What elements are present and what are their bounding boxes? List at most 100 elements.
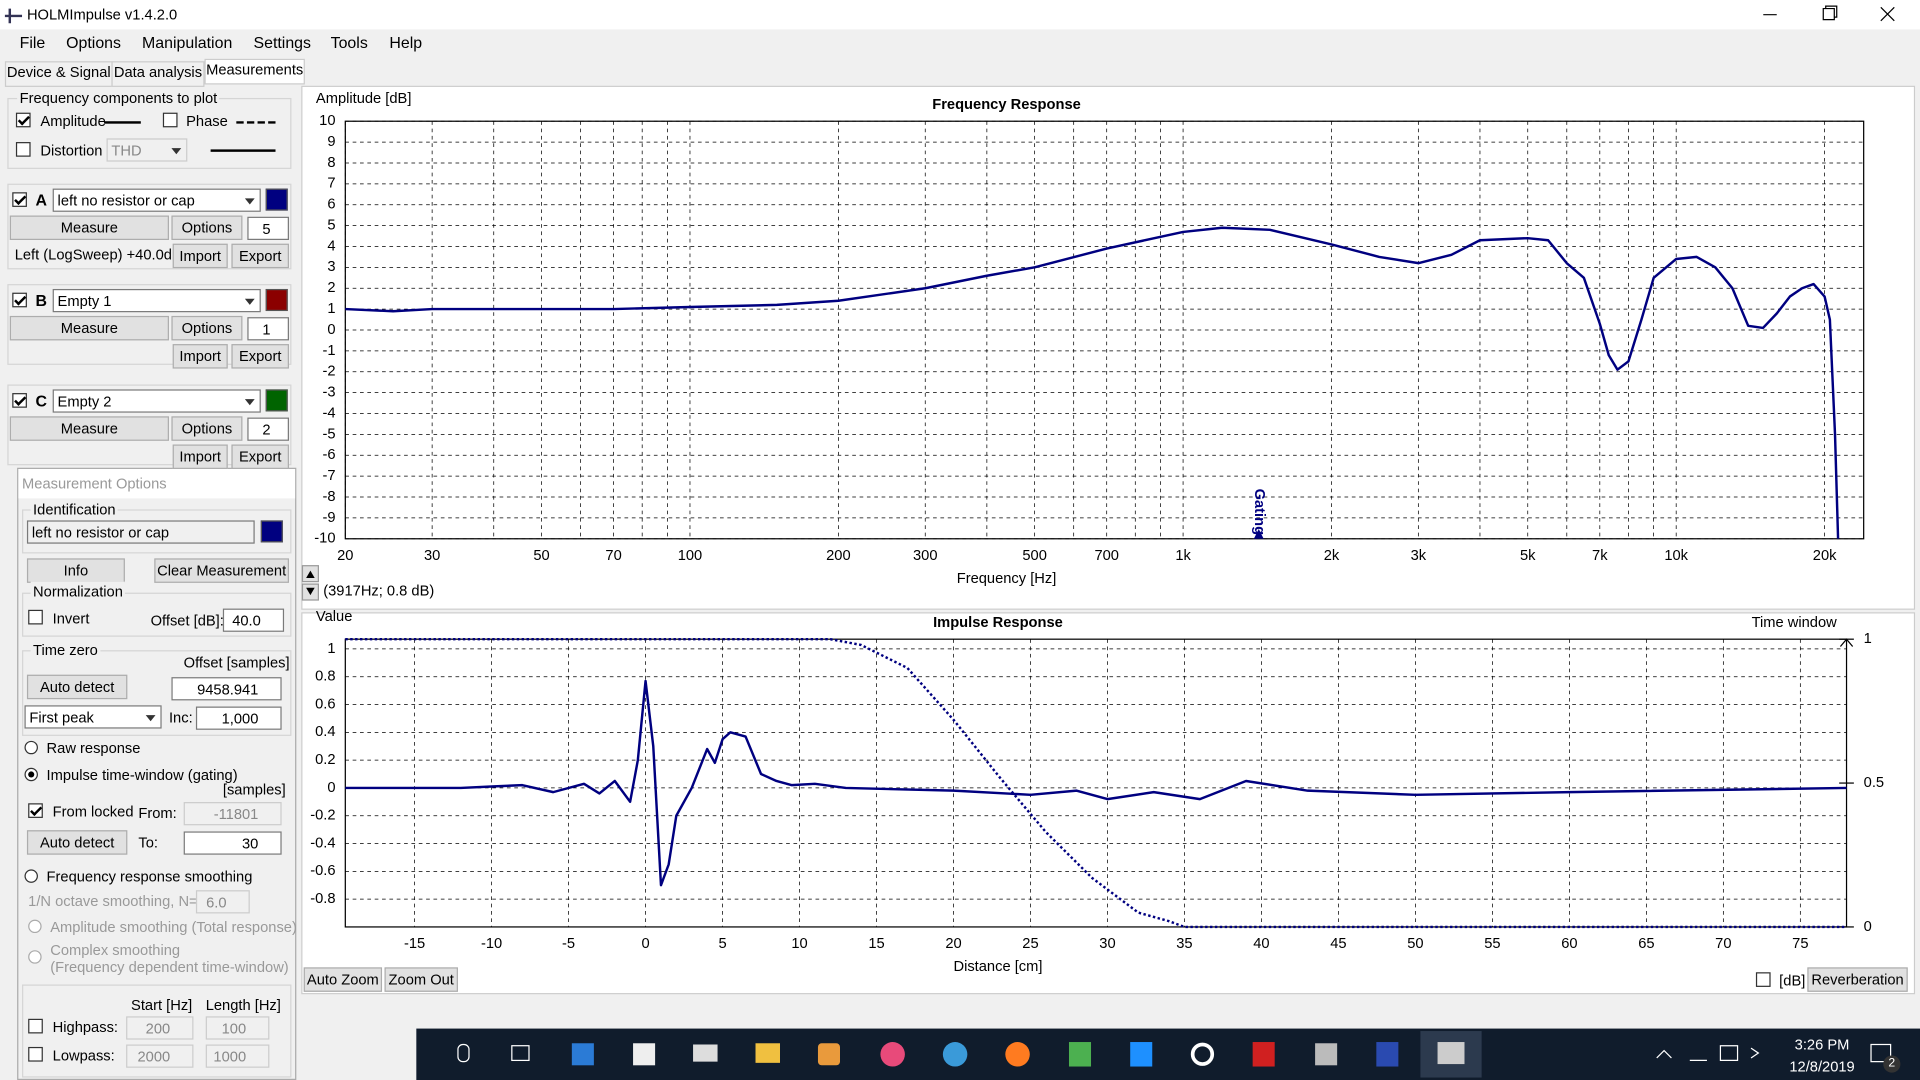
menu-item[interactable]: Help [389, 33, 423, 52]
x-tick-label: 500 [1022, 548, 1047, 564]
y2-tick-label: 0 [1864, 919, 1872, 935]
number-field[interactable]: 100 [205, 1016, 270, 1040]
annotation-marker [1253, 528, 1264, 539]
button[interactable]: Options [171, 315, 243, 341]
checkbox[interactable] [15, 142, 31, 157]
number-field[interactable]: 2 [247, 417, 289, 441]
button[interactable]: Auto Zoom [303, 967, 383, 992]
x-tick-label: 70 [1715, 936, 1731, 952]
dropdown[interactable]: THD [106, 138, 188, 162]
tab[interactable]: Data analysis [111, 61, 205, 87]
button[interactable]: Export [231, 243, 289, 269]
number-field[interactable]: 30 [183, 831, 282, 855]
button[interactable]: Options [171, 416, 243, 441]
button[interactable]: Auto detect [26, 830, 128, 855]
checkbox[interactable] [1755, 972, 1771, 987]
taskbar-icons[interactable] [416, 1029, 1920, 1080]
button[interactable]: Measure [9, 416, 169, 441]
menu-item[interactable]: Settings [253, 33, 312, 52]
menu-item[interactable]: Tools [330, 33, 368, 52]
channel-info: Left (LogSweep) +40.0dB [14, 246, 182, 264]
tab[interactable]: Device & Signal [4, 61, 113, 87]
tab[interactable]: Measurements [204, 58, 305, 85]
button[interactable]: Measure [9, 215, 169, 241]
menu-item[interactable]: File [19, 33, 46, 52]
number-field[interactable]: -11801 [183, 802, 282, 826]
button[interactable]: Export [231, 344, 289, 369]
button[interactable]: Measure [9, 315, 169, 341]
label: 1/N octave smoothing, N= [28, 892, 198, 910]
radio[interactable] [24, 869, 38, 883]
dropdown[interactable]: Empty 1 [52, 288, 261, 313]
label: Amplitude [40, 112, 106, 130]
series-line [345, 637, 1847, 929]
notification-badge[interactable]: 2 [1883, 1055, 1901, 1073]
button[interactable]: Info [26, 558, 125, 583]
window-title: HOLMImpulse v1.4.2.0 [26, 6, 178, 24]
checkbox[interactable] [28, 1046, 43, 1062]
menu-item[interactable]: Options [66, 33, 121, 52]
dropdown[interactable]: Empty 2 [52, 389, 261, 413]
button[interactable]: Import [172, 444, 228, 469]
x-tick-label: 200 [826, 548, 851, 564]
color-swatch[interactable] [265, 389, 288, 412]
button[interactable]: Options [171, 215, 243, 241]
group [22, 509, 292, 554]
checkbox[interactable] [162, 112, 178, 128]
number-field[interactable]: 9458.941 [171, 677, 282, 701]
radio[interactable] [24, 767, 38, 782]
color-swatch[interactable] [260, 520, 283, 543]
menu-item[interactable]: Manipulation [142, 33, 233, 52]
button[interactable]: Clear Measurement [154, 558, 289, 583]
number-field[interactable]: 6.0 [195, 890, 250, 914]
number-field[interactable]: 1 [247, 317, 289, 341]
clock-time: 3:26 PM [1794, 1035, 1850, 1054]
clock-date: 12/8/2019 [1789, 1057, 1855, 1076]
checkbox[interactable] [28, 609, 43, 625]
dropdown[interactable]: left no resistor or cap [52, 188, 261, 212]
number-field[interactable]: 200 [126, 1016, 194, 1040]
color-swatch[interactable] [265, 288, 288, 312]
number-field[interactable]: 2000 [126, 1044, 194, 1068]
button[interactable]: Auto detect [26, 674, 128, 700]
button[interactable]: Reverberation [1807, 967, 1908, 992]
checkbox[interactable] [12, 292, 27, 308]
number-field[interactable]: 1000 [205, 1044, 270, 1068]
checkbox[interactable] [15, 112, 31, 128]
dropdown[interactable]: First peak [24, 705, 162, 729]
x-tick-label: 5k [1520, 548, 1536, 564]
series-line [345, 226, 1840, 539]
checkbox[interactable] [28, 1018, 43, 1034]
button[interactable]: Import [172, 243, 228, 269]
y-tick-label: -9 [322, 510, 335, 526]
y-tick-label: 9 [327, 134, 335, 150]
checkbox[interactable] [12, 393, 27, 408]
checkbox[interactable] [28, 803, 43, 818]
radio[interactable] [24, 740, 38, 755]
color-swatch[interactable] [265, 188, 288, 211]
window-controls[interactable] [1751, 5, 1910, 25]
y-tick-label: 8 [327, 155, 335, 171]
button[interactable]: Export [231, 444, 289, 469]
y-axis-label: Amplitude [dB] [316, 91, 412, 107]
number-field[interactable]: 1,000 [195, 706, 282, 730]
scroll-arrows[interactable] [301, 565, 319, 601]
plot-frame [344, 120, 1865, 540]
number-field[interactable]: 5 [247, 216, 289, 241]
checkbox[interactable] [12, 192, 27, 207]
y-tick-label: 2 [327, 280, 335, 296]
x-tick-label: -5 [562, 936, 575, 952]
text-field[interactable]: left no resistor or cap [26, 520, 255, 544]
y-tick-label: 6 [327, 197, 335, 213]
radio[interactable] [28, 919, 42, 934]
y-tick-label: 0.4 [315, 724, 335, 740]
label: Raw response [46, 739, 141, 757]
radio[interactable] [28, 950, 42, 964]
y-tick-label: -2 [322, 364, 335, 380]
x-tick-label: 45 [1330, 936, 1346, 952]
button[interactable]: Zoom Out [384, 967, 458, 992]
channel-group [7, 384, 292, 466]
number-field[interactable]: 40.0 [222, 608, 285, 632]
button[interactable]: Import [172, 344, 228, 369]
